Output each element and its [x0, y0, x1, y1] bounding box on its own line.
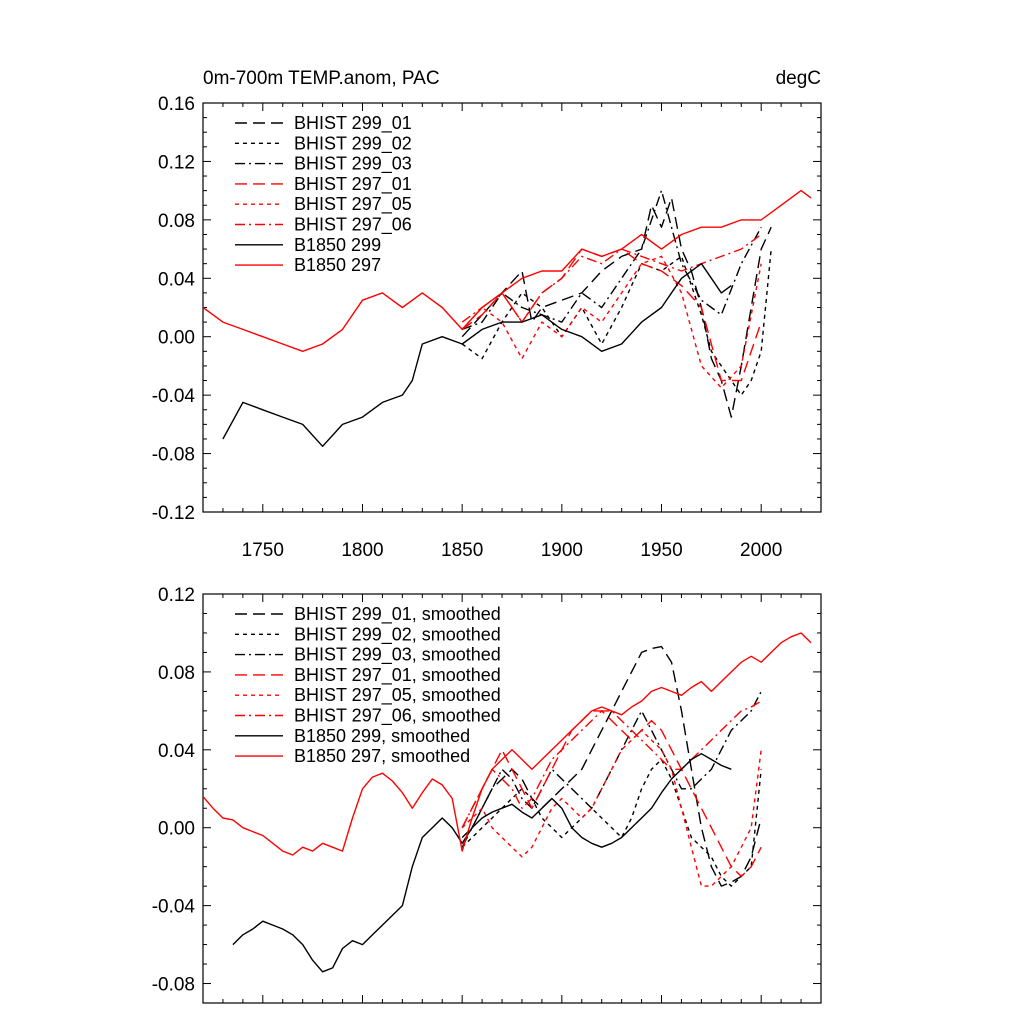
- series-group: [203, 632, 812, 973]
- y-tick-label: 0.16: [158, 94, 195, 115]
- y-tick-label: -0.08: [152, 975, 195, 996]
- series-line: [222, 263, 732, 447]
- legend-label: B1850 299, smoothed: [294, 726, 470, 746]
- units-label: degC: [776, 68, 821, 89]
- legend-label: BHIST 297_05, smoothed: [294, 685, 501, 706]
- top-plot: 0.16 0.12 0.08 0.04 0.00 -0.04 -0.08 -0.12 1750 1…: [152, 94, 822, 561]
- y-tick-label: 0.08: [158, 663, 195, 684]
- legend-label: BHIST 297_01, smoothed: [294, 665, 501, 686]
- legend-label: BHIST 297_06: [294, 215, 412, 236]
- legend-label: BHIST 297_06, smoothed: [294, 706, 501, 727]
- x-tick-label: 1850: [441, 540, 483, 561]
- legend-label: B1850 297: [294, 255, 381, 275]
- x-tick-label: 1900: [541, 540, 583, 561]
- legend-label: BHIST 299_02: [294, 133, 412, 154]
- series-line: [203, 632, 812, 856]
- series-line: [461, 729, 762, 887]
- series-line: [461, 700, 762, 829]
- legend-label: B1850 297, smoothed: [294, 746, 470, 766]
- series-line: [461, 710, 762, 878]
- series-line: [461, 197, 772, 418]
- legend-label: B1850 299: [294, 235, 381, 255]
- y-tick-label: 0.12: [158, 585, 195, 606]
- series-line: [461, 189, 762, 331]
- series-line: [461, 233, 762, 323]
- bottom-plot: 0.12 0.08 0.04 0.00 -0.04 -0.08 BHIST 299_01, …: [152, 585, 822, 1004]
- y-tick-label: -0.04: [152, 897, 196, 918]
- legend-label: BHIST 299_03: [294, 154, 412, 175]
- legend-label: BHIST 299_03, smoothed: [294, 645, 501, 666]
- legend-label: BHIST 297_05: [294, 194, 412, 215]
- series-line: [203, 189, 812, 352]
- y-tick-label: 0.00: [158, 328, 195, 349]
- series-line: [461, 758, 762, 887]
- chart-title: 0m-700m TEMP.anom, PAC: [203, 68, 440, 89]
- series-group: [203, 189, 812, 447]
- legend-label: BHIST 299_01: [294, 113, 412, 134]
- plot-frame: [202, 593, 822, 1004]
- series-line: [461, 645, 762, 887]
- x-tick-label: 1950: [640, 540, 682, 561]
- y-tick-label: 0.00: [158, 819, 195, 840]
- y-tick-label: 0.08: [158, 211, 195, 232]
- y-tick-label: -0.08: [152, 445, 195, 466]
- y-tick-label: 0.12: [158, 152, 195, 173]
- x-tick-label: 1750: [242, 540, 284, 561]
- legend-label: BHIST 299_01, smoothed: [294, 604, 501, 625]
- legend-label: BHIST 297_01: [294, 174, 412, 195]
- y-tick-label: 0.04: [158, 741, 195, 762]
- x-tick-label: 2000: [740, 540, 782, 561]
- y-tick-label: 0.04: [158, 269, 195, 290]
- y-tick-label: -0.12: [152, 503, 195, 524]
- x-tick-label: 1800: [341, 540, 383, 561]
- series-line: [461, 255, 762, 389]
- legend-label: BHIST 299_02, smoothed: [294, 624, 501, 645]
- series-line: [232, 753, 732, 973]
- y-tick-label: -0.04: [152, 386, 196, 407]
- series-line: [461, 691, 762, 838]
